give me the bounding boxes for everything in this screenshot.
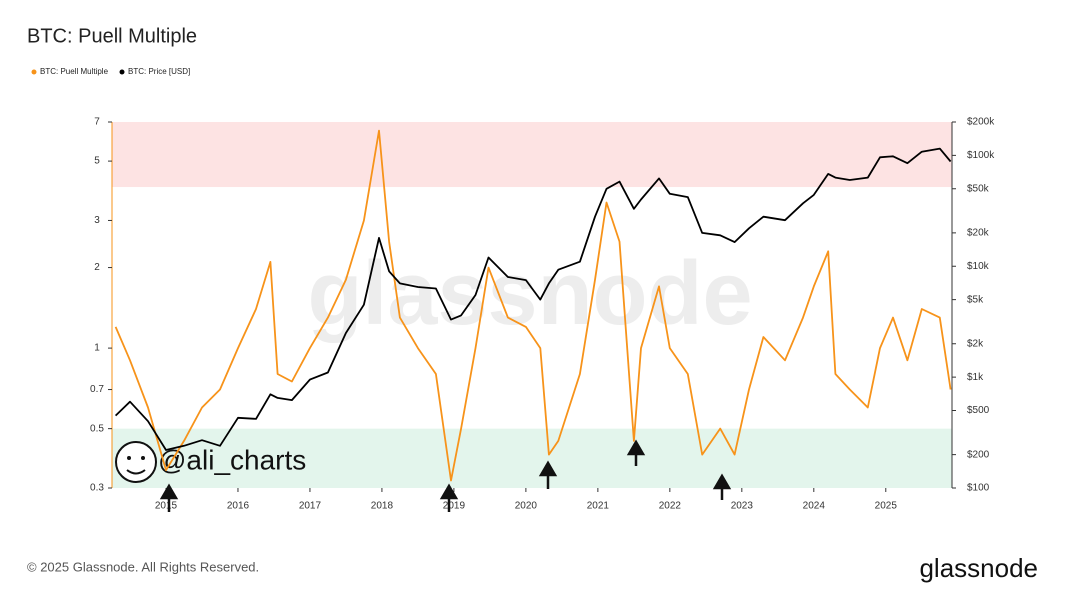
zone [112,428,952,488]
y-tick-label: 1 [94,343,100,354]
y2-tick-label: $20k [967,228,990,239]
y2-tick-label: $2k [967,338,984,349]
y2-tick-label: $200k [967,117,995,128]
y-tick-label: 7 [94,117,100,128]
y-tick-label: 3 [94,215,100,226]
watermark: glassnode [307,244,752,344]
legend-label: BTC: Price [USD] [128,67,190,76]
legend-marker [119,69,125,75]
legend-marker [31,69,37,75]
x-tick-label: 2021 [587,501,610,512]
x-tick-label: 2022 [659,501,682,512]
badge-text: @ali_charts [158,444,306,475]
x-tick-label: 2023 [731,501,754,512]
y-tick-label: 5 [94,156,100,167]
x-tick-label: 2018 [371,501,394,512]
footer: © 2025 Glassnode. All Rights Reserved. [27,559,259,574]
logo: glassnode [919,553,1038,583]
y2-tick-label: $1k [967,372,984,383]
y2-tick-label: $100 [967,483,990,494]
y-tick-label: 0.7 [90,384,104,395]
badge-icon [115,441,157,483]
x-tick-label: 2024 [803,501,826,512]
y-tick-label: 2 [94,262,100,273]
x-tick-label: 2017 [299,501,322,512]
zone [112,122,952,188]
y2-tick-label: $200 [967,449,990,460]
y2-tick-label: $5k [967,294,984,305]
y2-tick-label: $50k [967,183,990,194]
arrows [159,439,732,512]
series-line [114,147,952,451]
x-tick-label: 2016 [227,501,250,512]
y2-tick-label: $10k [967,261,990,272]
x-tick-label: 2025 [875,501,898,512]
x-tick-label: 2019 [443,501,466,512]
y2-tick-label: $500 [967,405,990,416]
series-line [114,129,952,482]
chart-title: BTC: Puell Multiple [27,25,197,47]
x-tick-label: 2015 [155,501,178,512]
y-tick-label: 0.5 [90,423,104,434]
y-tick-label: 0.3 [90,483,104,494]
y2-tick-label: $100k [967,150,995,161]
x-tick-label: 2020 [515,501,538,512]
legend-label: BTC: Puell Multiple [40,67,109,76]
